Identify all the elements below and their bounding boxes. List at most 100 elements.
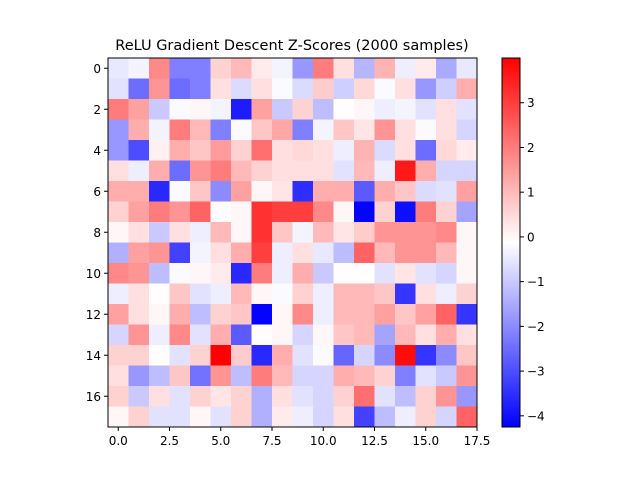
heatmap-cell [395, 345, 416, 366]
heatmap-cell [415, 78, 437, 100]
heatmap-cell [456, 160, 478, 182]
heatmap-cell [169, 99, 191, 120]
heatmap-cell [415, 283, 437, 305]
heatmap-cell [231, 365, 252, 387]
heatmap-cell [169, 140, 191, 161]
heatmap-cell [292, 242, 314, 264]
heatmap-cell [313, 201, 334, 223]
heatmap-cell [354, 365, 375, 387]
heatmap-cell [190, 386, 211, 407]
heatmap-cell [231, 386, 252, 407]
heatmap-cell [292, 160, 314, 182]
heatmap-cell [456, 365, 478, 387]
heatmap-cell [272, 283, 293, 305]
heatmap-cell [436, 304, 457, 325]
heatmap-cell [354, 386, 375, 407]
heatmap-cell [128, 201, 150, 223]
x-axis: 0.0 2.5 5.0 7.5 10.0 12.5 15.0 17.5 [109, 427, 490, 448]
heatmap-cell [190, 160, 211, 182]
heatmap-cell [169, 160, 191, 182]
heatmap-cell [436, 99, 457, 120]
heatmap-cell [374, 78, 396, 100]
heatmap-cell [292, 345, 314, 366]
colorbar-ticks: 3 2 1 0 −1 −2 −3 −4 [520, 96, 545, 423]
heatmap-cell [436, 181, 457, 202]
heatmap-cell [313, 324, 334, 346]
heatmap-cell [333, 140, 355, 161]
heatmap-cell [292, 263, 314, 284]
heatmap-cell [354, 119, 375, 141]
heatmap-cell [108, 345, 129, 366]
heatmap-cell [169, 283, 191, 305]
heatmap-cell [169, 242, 191, 264]
heatmap-cell [313, 140, 334, 161]
heatmap-cell [395, 181, 416, 202]
heatmap-cell [210, 160, 232, 182]
heatmap-cell [272, 242, 293, 264]
heatmap-cell [333, 406, 355, 428]
heatmap-cell [190, 304, 211, 325]
heatmap-cell [169, 263, 191, 284]
x-tick-label: 10.0 [310, 434, 337, 448]
heatmap-cell [108, 283, 129, 305]
heatmap-cell [190, 58, 211, 79]
heatmap-cell [231, 119, 252, 141]
heatmap-cell [456, 242, 478, 264]
heatmap-cell [292, 99, 314, 120]
heatmap-cell [436, 406, 457, 428]
heatmap-cell [272, 345, 293, 366]
heatmap-cell [251, 160, 273, 182]
heatmap-cell [333, 181, 355, 202]
heatmap-cell [313, 386, 334, 407]
heatmap-cell [128, 345, 150, 366]
heatmap-cell [210, 406, 232, 428]
colorbar-tick-label: 0 [527, 230, 535, 244]
heatmap-cell [292, 324, 314, 346]
heatmap-cell [354, 242, 375, 264]
heatmap-cell [251, 181, 273, 202]
heatmap-cell [251, 406, 273, 428]
heatmap-cell [272, 160, 293, 182]
heatmap-cell [436, 242, 457, 264]
colorbar-tick-label: 2 [527, 141, 535, 155]
heatmap-cell [415, 304, 437, 325]
heatmap-cell [272, 58, 293, 79]
heatmap-cell [128, 119, 150, 141]
heatmap-cell [313, 263, 334, 284]
heatmap-cell [108, 119, 129, 141]
heatmap-cell [374, 160, 396, 182]
heatmap-cell [374, 119, 396, 141]
heatmap-cell [128, 242, 150, 264]
x-tick-label: 15.0 [412, 434, 439, 448]
heatmap-cell [210, 201, 232, 223]
heatmap-cell [292, 201, 314, 223]
heatmap-cell [395, 99, 416, 120]
heatmap-cell [415, 263, 437, 284]
heatmap-cell [128, 386, 150, 407]
heatmap-cell [169, 406, 191, 428]
heatmap-cell [190, 324, 211, 346]
heatmap-cell [149, 99, 170, 120]
heatmap-cell [415, 160, 437, 182]
heatmap-cell [456, 99, 478, 120]
heatmap-cell [210, 283, 232, 305]
heatmap-cell [456, 345, 478, 366]
heatmap-cell [456, 386, 478, 407]
heatmap-cell [108, 222, 129, 243]
heatmap-cell [231, 222, 252, 243]
heatmap-cell [415, 345, 437, 366]
heatmap-cell [149, 140, 170, 161]
heatmap-cell [251, 201, 273, 223]
heatmap-cell [108, 365, 129, 387]
colorbar [501, 57, 521, 428]
y-tick-label: 0 [93, 62, 101, 76]
plot-frame [107, 57, 478, 428]
heatmap-cell [231, 140, 252, 161]
heatmap-cell [190, 78, 211, 100]
heatmap-cell [210, 181, 232, 202]
heatmap-cell [333, 78, 355, 100]
heatmap-cell [251, 283, 273, 305]
heatmap-cell [128, 78, 150, 100]
heatmap-cell [231, 78, 252, 100]
heatmap-cell [292, 283, 314, 305]
